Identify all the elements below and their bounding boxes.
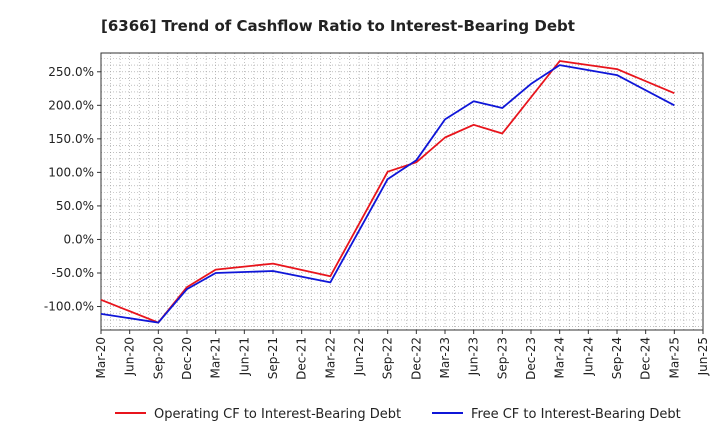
y-tick-label: -100.0%: [44, 300, 94, 314]
x-tick-label: Jun-24: [581, 337, 595, 376]
x-tick-label: Jun-22: [352, 337, 366, 376]
legend-label-free-cf: Free CF to Interest-Bearing Debt: [471, 407, 681, 422]
chart-title: [6366] Trend of Cashflow Ratio to Intere…: [101, 17, 575, 35]
x-tick-label: Dec-21: [295, 337, 309, 380]
x-tick-label: Dec-22: [409, 337, 423, 380]
x-tick-label: Sep-23: [495, 337, 509, 379]
x-tick-label: Jun-21: [237, 337, 251, 376]
x-tick-label: Jun-25: [696, 337, 710, 376]
y-tick-label: 100.0%: [48, 165, 94, 179]
series-lines: [100, 60, 675, 324]
x-tick-label: Sep-21: [266, 337, 280, 379]
x-tick-label: Mar-21: [209, 337, 223, 378]
x-tick-label: Sep-22: [381, 337, 395, 379]
y-axis: -100.0% -50.0% 0.0% 50.0% 100.0% 150.0% 200.0%…: [44, 65, 101, 314]
y-tick-label: 0.0%: [64, 232, 95, 246]
y-tick-label: 150.0%: [48, 132, 94, 146]
y-tick-label: -50.0%: [52, 266, 94, 280]
x-tick-label: Mar-22: [323, 337, 337, 378]
x-tick-label: Dec-24: [639, 337, 653, 380]
x-tick-label: Sep-20: [151, 337, 165, 379]
y-tick-label: 200.0%: [48, 98, 94, 112]
y-tick-label: 50.0%: [56, 199, 94, 213]
x-tick-label: Mar-25: [667, 337, 681, 378]
x-tick-label: Dec-23: [524, 337, 538, 380]
plot-area: [100, 52, 704, 331]
x-tick-label: Jun-23: [467, 337, 481, 376]
series-line-free-cf: [100, 64, 675, 324]
x-tick-label: Dec-20: [180, 337, 194, 380]
x-tick-label: Mar-20: [94, 337, 108, 378]
x-tick-label: Mar-24: [553, 337, 567, 378]
x-tick-label: Sep-24: [610, 337, 624, 379]
series-line-operating-cf: [100, 60, 675, 324]
x-tick-label: Mar-23: [438, 337, 452, 378]
grid: [100, 53, 703, 330]
legend-label-operating-cf: Operating CF to Interest-Bearing Debt: [154, 407, 401, 422]
x-axis: Mar-20 Jun-20 Sep-20 Dec-20 Mar-21 Jun-21 Sep-…: [94, 330, 710, 380]
x-tick-label: Jun-20: [123, 337, 137, 376]
legend: Operating CF to Interest-Bearing Debt Fr…: [115, 407, 681, 422]
y-tick-label: 250.0%: [48, 65, 94, 79]
